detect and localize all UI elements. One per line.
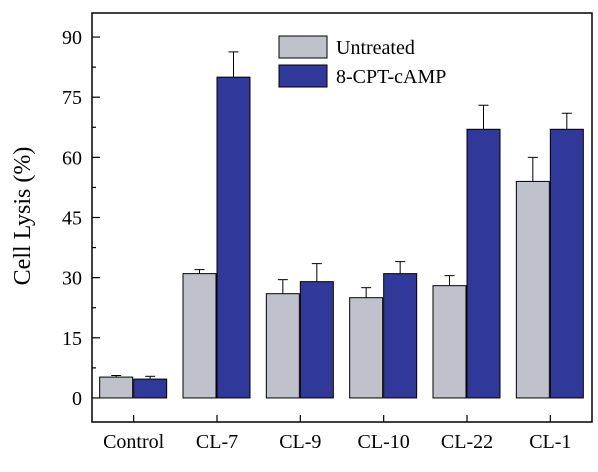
bar-8-cpt-camp-control [133,378,168,399]
legend-swatch [278,35,328,59]
bar-untreated-cl-1 [515,180,550,399]
y-tick-label: 0 [72,388,82,410]
y-axis-title: Cell Lysis (%) [10,147,36,286]
y-tick-label: 90 [62,27,82,49]
x-tick-label: CL-1 [529,431,571,453]
bar-8-cpt-camp-cl-7 [216,76,251,399]
bar-8-cpt-camp-cl-22 [466,128,501,399]
x-tick-label: CL-7 [196,431,238,453]
bar-8-cpt-camp-cl-9 [299,281,334,399]
bar-untreated-control [99,376,134,399]
plot-area: 0 15 30 45 60 75 90 Control CL-7 CL-9 CL-10 CL-22 CL… [62,12,593,453]
y-tick-label: 60 [62,147,82,169]
bar-8-cpt-camp-cl-1 [549,128,584,399]
x-tick-label: CL-10 [358,431,410,453]
bar-untreated-cl-7 [182,273,217,399]
x-tick-label: CL-9 [279,431,321,453]
y-tick-label: 75 [62,87,82,109]
y-tick-label: 30 [62,268,82,290]
y-tick-label: 15 [62,328,82,350]
legend-swatch [278,64,328,88]
bar-untreated-cl-22 [432,285,467,399]
legend-label: 8-CPT-cAMP [336,66,446,88]
x-tick-label: Control [103,431,165,453]
bar-8-cpt-camp-cl-10 [383,273,418,399]
x-tick-label: CL-22 [441,431,493,453]
bar-untreated-cl-10 [349,297,384,399]
legend-label: Untreated [336,37,415,59]
y-tick-label: 45 [62,208,82,230]
bar-untreated-cl-9 [265,293,300,399]
